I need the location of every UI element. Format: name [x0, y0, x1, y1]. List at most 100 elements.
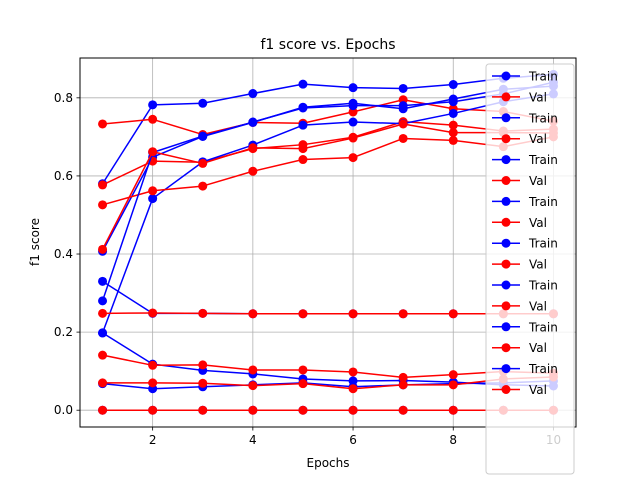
legend-entry: Train	[492, 362, 558, 376]
legend-entry: Val	[492, 90, 547, 104]
x-tick-label: 6	[349, 433, 357, 447]
y-tick-label: 0.6	[54, 169, 73, 183]
legend-label: Val	[529, 216, 547, 230]
legend-entry: Val	[492, 258, 547, 272]
data-point	[98, 308, 108, 318]
legend-marker	[501, 155, 511, 165]
legend-label: Train	[528, 153, 558, 167]
x-tick-label: 2	[149, 433, 157, 447]
legend-label: Val	[529, 132, 547, 146]
data-point	[248, 117, 258, 127]
data-point	[98, 200, 108, 210]
legend-entry: Train	[492, 111, 558, 125]
data-point	[298, 379, 308, 389]
legend-label: Train	[528, 320, 558, 334]
legend-label: Val	[529, 174, 547, 188]
data-point	[98, 296, 108, 306]
data-point	[398, 83, 408, 93]
data-point	[398, 405, 408, 415]
data-point	[348, 107, 358, 117]
legend-label: Train	[528, 279, 558, 293]
data-point	[298, 365, 308, 375]
data-point	[248, 89, 258, 99]
legend: Train Val Train Val Train Val Train Val Train Val…	[485, 63, 575, 475]
legend-label: Train	[528, 362, 558, 376]
legend-marker	[501, 217, 511, 227]
legend-entry: Train	[492, 279, 558, 293]
legend-marker	[501, 238, 511, 248]
legend-marker	[501, 322, 511, 332]
data-point	[198, 360, 208, 370]
y-tick-label: 0.2	[54, 325, 73, 339]
data-point	[348, 153, 358, 163]
data-point	[448, 80, 458, 90]
legend-label: Val	[529, 299, 547, 313]
legend-marker	[501, 301, 511, 311]
series-line	[101, 93, 554, 334]
data-point	[398, 380, 408, 390]
data-point	[148, 147, 158, 157]
data-point	[448, 309, 458, 319]
data-point	[448, 135, 458, 145]
legend-marker	[501, 196, 511, 206]
data-point	[98, 244, 108, 254]
data-point	[198, 158, 208, 168]
data-point	[148, 114, 158, 124]
legend-entry: Val	[492, 174, 547, 188]
legend-marker	[501, 113, 511, 123]
data-point	[248, 309, 258, 319]
data-point	[398, 309, 408, 319]
legend-label: Train	[528, 111, 558, 125]
legend-entry: Train	[492, 237, 558, 251]
y-tick-label: 0.8	[54, 91, 73, 105]
data-point	[248, 381, 258, 391]
data-point	[348, 309, 358, 319]
x-axis-label: Epochs	[307, 456, 350, 470]
series-line	[102, 312, 554, 315]
data-point	[448, 108, 458, 118]
legend-label: Val	[529, 90, 547, 104]
x-tick-label: 8	[449, 433, 457, 447]
legend-marker	[501, 280, 511, 290]
legend-marker	[501, 71, 511, 81]
series-line	[102, 380, 554, 390]
data-point	[148, 405, 158, 415]
legend-entry: Val	[492, 341, 547, 355]
data-point	[448, 97, 458, 107]
data-point	[298, 144, 308, 154]
legend-marker	[501, 259, 511, 269]
series-6-val	[98, 132, 558, 210]
legend-label: Train	[528, 70, 558, 84]
legend-marker	[501, 176, 511, 185]
series-line	[101, 81, 554, 302]
data-point	[198, 131, 208, 141]
data-point	[348, 384, 358, 394]
series-line	[102, 120, 554, 186]
data-point	[348, 405, 358, 415]
data-point	[98, 350, 108, 360]
data-point	[198, 308, 208, 318]
data-point	[198, 378, 208, 388]
data-point	[348, 133, 358, 143]
data-point	[348, 83, 358, 93]
data-point	[298, 103, 308, 113]
data-point	[398, 372, 408, 382]
series-line	[101, 73, 554, 185]
data-point	[148, 378, 158, 388]
data-point	[448, 120, 458, 130]
data-point	[98, 276, 108, 286]
series-layer	[98, 69, 558, 415]
series-8-val	[98, 119, 558, 254]
data-point	[98, 405, 108, 415]
data-point	[198, 181, 208, 191]
data-point	[148, 308, 158, 318]
data-point	[148, 186, 158, 196]
data-point	[198, 98, 208, 108]
legend-entry: Train	[492, 153, 558, 167]
data-point	[298, 155, 308, 165]
legend-marker	[501, 92, 511, 102]
data-point	[298, 405, 308, 415]
series-line	[102, 136, 554, 206]
y-tick-label: 0.4	[54, 247, 73, 261]
